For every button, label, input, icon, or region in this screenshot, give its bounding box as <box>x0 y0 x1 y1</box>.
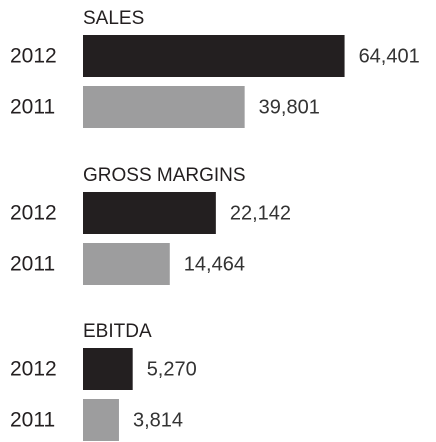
bar <box>83 35 345 77</box>
chart-title: EBITDA <box>83 321 152 342</box>
category-label: 2011 <box>10 96 55 119</box>
value-label: 22,142 <box>230 202 291 224</box>
bar <box>83 243 170 285</box>
value-label: 39,801 <box>259 96 320 118</box>
category-label: 2011 <box>10 253 55 276</box>
bar <box>83 86 245 128</box>
category-label: 2011 <box>10 409 55 432</box>
bar <box>83 348 133 390</box>
category-label: 2012 <box>10 45 57 68</box>
category-label: 2012 <box>10 202 57 225</box>
value-label: 64,401 <box>359 45 420 67</box>
value-label: 3,814 <box>133 409 183 431</box>
value-label: 5,270 <box>147 358 197 380</box>
chart-title: GROSS MARGINS <box>83 165 246 186</box>
chart-title: SALES <box>83 8 144 29</box>
value-label: 14,464 <box>184 253 245 275</box>
bar <box>83 192 216 234</box>
category-label: 2012 <box>10 358 57 381</box>
bar <box>83 399 119 441</box>
